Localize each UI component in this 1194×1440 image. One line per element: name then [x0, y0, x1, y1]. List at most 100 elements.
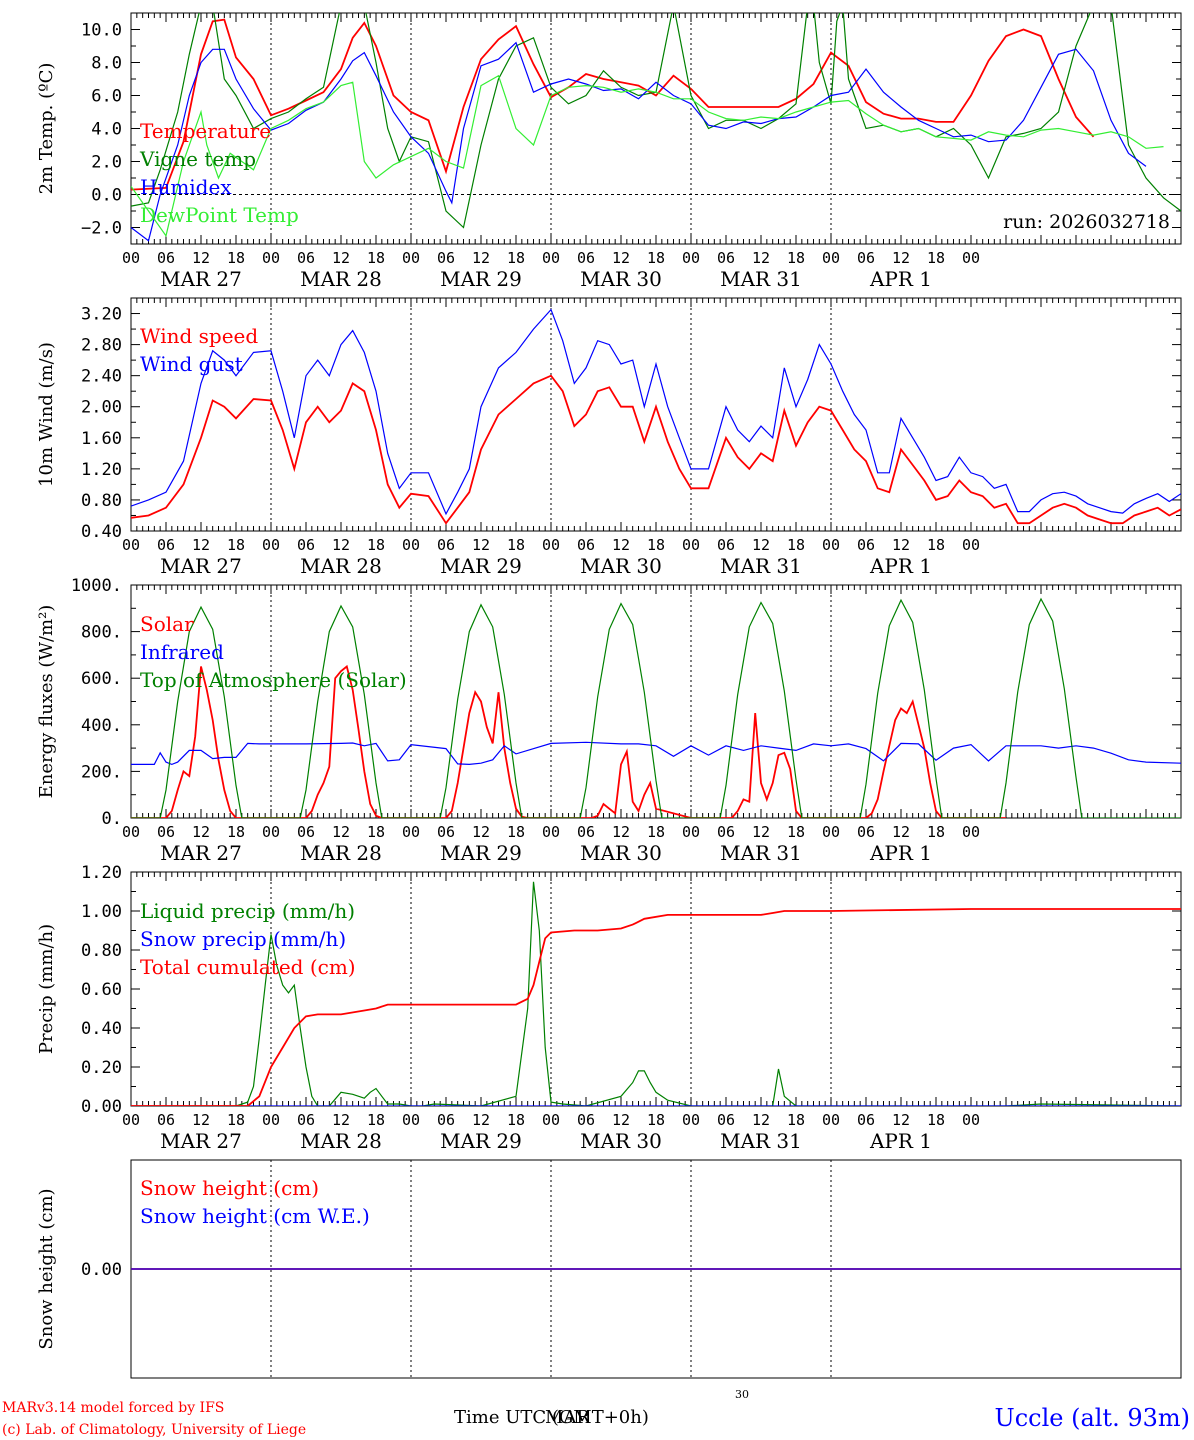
x-hour-label: 12 [192, 536, 210, 554]
x-hour-label: 12 [472, 823, 490, 841]
x-hour-label: 12 [752, 823, 770, 841]
x-hour-label: 00 [682, 1111, 700, 1129]
run-annotation: run: 2026032718 [1003, 211, 1170, 233]
legend-entry: Total cumulated (cm) [140, 955, 356, 979]
series-line-humidex [131, 41, 1147, 242]
y-tick-label: 200. [81, 762, 122, 782]
x-hour-label: 12 [612, 249, 630, 267]
x-hour-label: 00 [262, 823, 280, 841]
x-hour-label: 12 [752, 249, 770, 267]
series-line-wind-gust [131, 308, 1181, 516]
y-tick-label: 400. [81, 716, 122, 736]
x-hour-label: 06 [297, 823, 315, 841]
x-day-label: MAR 29 [440, 554, 522, 578]
x-hour-label: 00 [262, 536, 280, 554]
x-hour-label: 18 [227, 249, 245, 267]
x-hour-label: 18 [927, 249, 945, 267]
x-day-label: APR 1 [869, 841, 932, 865]
y-tick-label: 0.40 [81, 522, 122, 542]
x-hour-label: 12 [612, 536, 630, 554]
x-day-label: MAR 29 [440, 267, 522, 291]
xaxis-title: Time UTC (GMT+0h) [454, 1407, 649, 1428]
x-hour-label: 12 [892, 249, 910, 267]
x-hour-label: 06 [857, 249, 875, 267]
panel-5: 0.00 Snow height (cm) Snow height (cm) Snow… [36, 1159, 1182, 1379]
y-tick-label: 0.40 [81, 1019, 122, 1039]
series-line-top-of-atmosphere-solar- [131, 597, 1181, 818]
y-tick-label: 6.0 [91, 87, 122, 107]
x-day-label: MAR 27 [160, 841, 242, 865]
x-hour-label: 12 [472, 536, 490, 554]
x-hour-label: 06 [157, 1111, 175, 1129]
x-day-label: MAR 30 [580, 554, 662, 578]
x-hour-label: 00 [542, 536, 560, 554]
y-tick-label: 1000. [71, 576, 122, 596]
y-axis-label: 10m Wind (m/s) [36, 342, 57, 487]
x-hour-label: 06 [857, 823, 875, 841]
x-hour-label: 18 [647, 249, 665, 267]
x-hour-label: 18 [507, 823, 525, 841]
x-day-label: MAR 31 [720, 554, 802, 578]
x-day-label: MAR 30 [580, 267, 662, 291]
y-tick-label: 2.00 [81, 398, 122, 418]
y-tick-label: 0.20 [81, 1058, 122, 1078]
legend-entry: Snow height (cm) [140, 1176, 319, 1200]
legend-entry: Liquid precip (mm/h) [140, 899, 355, 923]
x-hour-label: 12 [192, 823, 210, 841]
x-hour-label: 06 [577, 1111, 595, 1129]
series-line-temperature [131, 18, 1095, 191]
y-tick-label: 800. [81, 623, 122, 643]
x-day-label: MAR 27 [160, 554, 242, 578]
x-day-label: MAR 31 [720, 841, 802, 865]
y-tick-label: 0. [102, 809, 122, 829]
x-hour-label: 18 [507, 1111, 525, 1129]
x-hour-label: 00 [262, 1111, 280, 1129]
x-day-label: MAR 29 [440, 1129, 522, 1153]
x-hour-label: 00 [962, 536, 980, 554]
y-tick-label: 0.00 [81, 1097, 122, 1117]
x-hour-label: 12 [332, 249, 350, 267]
series-line-infrared [131, 741, 1181, 766]
small-date-label: 30 [735, 1388, 749, 1401]
x-hour-label: 12 [472, 1111, 490, 1129]
x-hour-label: 18 [507, 249, 525, 267]
x-hour-label: 06 [857, 1111, 875, 1129]
x-hour-label: 12 [332, 823, 350, 841]
x-hour-label: 06 [297, 1111, 315, 1129]
x-hour-label: 18 [367, 536, 385, 554]
y-tick-label: 600. [81, 669, 122, 689]
x-hour-label: 06 [437, 249, 455, 267]
x-hour-label: 12 [892, 536, 910, 554]
x-hour-label: 00 [122, 823, 140, 841]
credit-line-1: MARv3.14 model forced by IFS [2, 1400, 224, 1416]
y-tick-label: 2.40 [81, 367, 122, 387]
x-hour-label: 12 [612, 1111, 630, 1129]
x-hour-label: 18 [367, 823, 385, 841]
y-tick-label: 3.20 [81, 305, 122, 325]
x-hour-label: 00 [682, 823, 700, 841]
x-hour-label: 18 [647, 1111, 665, 1129]
x-day-label: MAR 28 [300, 1129, 382, 1153]
x-hour-label: 18 [507, 536, 525, 554]
x-hour-label: 00 [822, 249, 840, 267]
x-day-label: APR 1 [869, 554, 932, 578]
x-hour-label: 00 [822, 1111, 840, 1129]
x-hour-label: 06 [437, 823, 455, 841]
x-hour-label: 06 [157, 823, 175, 841]
y-tick-label: 0.0 [91, 186, 122, 206]
x-hour-label: 18 [927, 823, 945, 841]
x-hour-label: 12 [892, 823, 910, 841]
legend-entry: Infrared [140, 640, 224, 664]
panel-3: 0. 200. 400. 600. 800. 1000. Energy fluxes (W/… [36, 576, 1182, 865]
x-hour-label: 06 [577, 249, 595, 267]
x-hour-label: 06 [157, 249, 175, 267]
x-day-label: MAR 27 [160, 1129, 242, 1153]
legend-entry: Wind gust [140, 352, 243, 376]
x-hour-label: 12 [332, 536, 350, 554]
credit-line-2: (c) Lab. of Climatology, University of L… [2, 1422, 306, 1438]
x-hour-label: 00 [402, 823, 420, 841]
x-hour-label: 00 [542, 1111, 560, 1129]
x-day-label: MAR 31 [720, 267, 802, 291]
x-hour-label: 00 [962, 249, 980, 267]
legend-entry: Wind speed [140, 324, 258, 348]
